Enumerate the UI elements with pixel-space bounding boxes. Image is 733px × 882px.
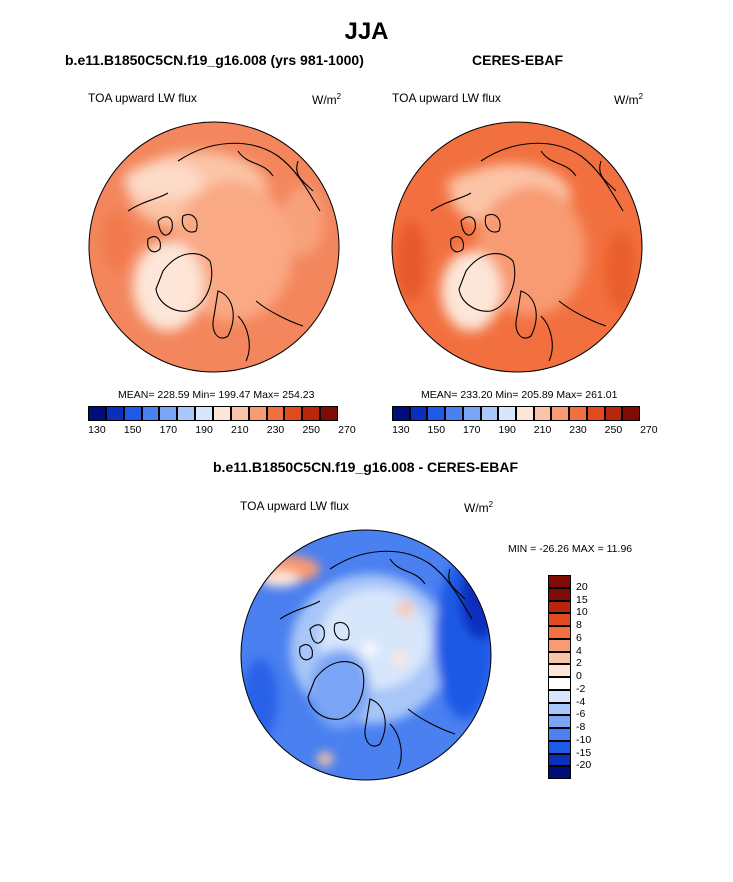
panel1-colorbar-swatch xyxy=(195,406,213,421)
panel3-colorbar-swatch xyxy=(548,702,571,716)
panel3-colorbar-tick-label: -4 xyxy=(576,695,586,708)
panel3-colorbar-swatch xyxy=(548,728,571,741)
panel3-colorbar-swatch xyxy=(548,689,571,703)
panel3-colorbar-tick-label: 6 xyxy=(576,631,582,644)
panel1-colorbar-tick-label: 210 xyxy=(231,424,249,436)
panel2-colorbar-swatch xyxy=(409,406,428,421)
panel2-variable-label: TOA upward LW flux xyxy=(392,91,501,105)
panel1-colorbar-tick-label: 190 xyxy=(195,424,213,436)
panel1-colorbar-swatch xyxy=(248,406,267,421)
panel3-units: W/m2 xyxy=(464,500,494,515)
panel3-colorbar-tick-label: -20 xyxy=(576,759,592,772)
panel2-colorbar-tick-label: 210 xyxy=(533,424,552,436)
panel1-colorbar-tick-label: 250 xyxy=(302,424,320,436)
panel1-colorbar-swatch xyxy=(213,406,231,421)
panel1-colorbar-tick-label: 150 xyxy=(123,424,142,436)
panel2-title: CERES-EBAF xyxy=(472,52,564,68)
panel1-coastlines xyxy=(127,142,321,362)
panel3-colorbar-tick-label: -8 xyxy=(576,721,586,733)
panel2-colorbar-tick-label: 130 xyxy=(392,424,410,436)
panel2-stats: MEAN= 233.20 Min= 205.89 Max= 261.01 xyxy=(421,389,618,401)
panel2-colorbar-swatch xyxy=(462,406,481,421)
panel3-colorbar-swatch xyxy=(548,638,571,652)
panel3-colorbar: 20 15 10 8 6 4 2 0 -2 -4 -6 -8 -10 -15 -20 xyxy=(548,575,591,779)
panel2-colorbar-swatch xyxy=(498,406,516,421)
panel1-colorbar-swatch xyxy=(230,406,249,421)
panel3-colorbar-swatch xyxy=(548,715,571,728)
panel3-colorbar-swatch xyxy=(548,600,571,614)
panel2-units: W/m2 xyxy=(614,92,644,107)
panel2-colorbar-swatch xyxy=(427,406,446,421)
panel1-stats: MEAN= 228.59 Min= 199.47 Max= 254.23 xyxy=(118,389,315,401)
panel3-colorbar-swatch xyxy=(548,677,571,690)
panel1-colorbar-tick-label: 270 xyxy=(338,424,356,436)
panel2-colorbar-swatch xyxy=(551,406,570,421)
panel1-polar-map xyxy=(88,121,340,373)
panel3-colorbar-swatch xyxy=(548,575,571,588)
panel3-colorbar-swatch xyxy=(548,766,571,779)
panel3-colorbar-tick-label: 8 xyxy=(576,619,582,631)
panel3-coastlines xyxy=(279,550,473,770)
panel1-colorbar: 130 150 170 190 210 230 250 270 xyxy=(88,406,356,436)
panel1-colorbar-swatch xyxy=(320,406,338,421)
panel3-stats: MIN = -26.26 MAX = 11.96 xyxy=(508,543,633,555)
panel1-variable-label: TOA upward LW flux xyxy=(88,91,197,105)
panel3-variable-label: TOA upward LW flux xyxy=(240,499,349,513)
panel2-colorbar: 130 150 170 190 210 230 250 270 xyxy=(392,406,658,436)
panel2-colorbar-tick-label: 250 xyxy=(604,424,623,436)
panel1-title: b.e11.B1850C5CN.f19_g16.008 (yrs 981-100… xyxy=(65,52,364,68)
panel3-colorbar-tick-label: 0 xyxy=(576,670,582,682)
panel3-colorbar-swatch xyxy=(548,740,571,754)
panel2-colorbar-swatch xyxy=(392,406,410,421)
season-title: JJA xyxy=(344,18,389,45)
panel2-colorbar-tick-label: 150 xyxy=(427,424,446,436)
panel3-colorbar-tick-label: 15 xyxy=(576,593,588,606)
panel1-colorbar-tick-label: 130 xyxy=(88,424,106,436)
panel3-colorbar-tick-label: 4 xyxy=(576,644,582,657)
panel2-colorbar-tick-label: 190 xyxy=(498,424,516,436)
panel2-colorbar-swatch xyxy=(480,406,499,421)
panel3-colorbar-swatch xyxy=(548,626,571,639)
panel3-polar-map xyxy=(240,529,492,781)
panel1-colorbar-tick-label: 170 xyxy=(159,424,178,436)
panel3-colorbar-tick-label: -6 xyxy=(576,708,586,721)
panel2-coastlines xyxy=(430,142,624,362)
panel1-colorbar-swatch xyxy=(141,406,160,421)
panel1-colorbar-swatch xyxy=(123,406,142,421)
panel2-polar-map xyxy=(391,121,643,373)
panel3-colorbar-tick-label: -15 xyxy=(576,746,592,759)
panel3-colorbar-tick-label: 20 xyxy=(576,580,588,593)
panel2-colorbar-swatch xyxy=(533,406,552,421)
panel3-colorbar-swatch xyxy=(548,587,571,601)
panel3-colorbar-swatch xyxy=(548,651,571,665)
panel2-colorbar-tick-label: 170 xyxy=(462,424,481,436)
panel3-colorbar-swatch xyxy=(548,753,571,767)
panel2-colorbar-swatch xyxy=(569,406,587,421)
panel1-colorbar-swatch xyxy=(159,406,178,421)
panel1-colorbar-swatch xyxy=(284,406,303,421)
panel2-colorbar-swatch xyxy=(604,406,623,421)
panel2-colorbar-swatch xyxy=(445,406,463,421)
panel2-colorbar-swatch xyxy=(586,406,605,421)
panel3-colorbar-tick-label: -2 xyxy=(576,682,586,695)
panel1-colorbar-swatch xyxy=(302,406,321,421)
panel1-colorbar-tick-label: 230 xyxy=(266,424,285,436)
panel1-colorbar-swatch xyxy=(88,406,106,421)
panel3-colorbar-tick-label: 10 xyxy=(576,606,588,619)
panel3-title: b.e11.B1850C5CN.f19_g16.008 - CERES-EBAF xyxy=(213,459,519,475)
panel3-colorbar-tick-label: -10 xyxy=(576,733,592,746)
panel3-colorbar-swatch xyxy=(548,664,571,677)
panel3-colorbar-swatch xyxy=(548,613,571,626)
panel2-colorbar-tick-label: 230 xyxy=(569,424,587,436)
panel2-colorbar-swatch xyxy=(622,406,640,421)
panel1-colorbar-swatch xyxy=(177,406,196,421)
panel1-colorbar-swatch xyxy=(266,406,285,421)
panel1-units: W/m2 xyxy=(312,92,342,107)
panel3-colorbar-tick-label: 2 xyxy=(576,657,582,670)
panel2-colorbar-swatch xyxy=(516,406,534,421)
panel1-colorbar-swatch xyxy=(105,406,124,421)
panel2-colorbar-tick-label: 270 xyxy=(640,424,658,436)
